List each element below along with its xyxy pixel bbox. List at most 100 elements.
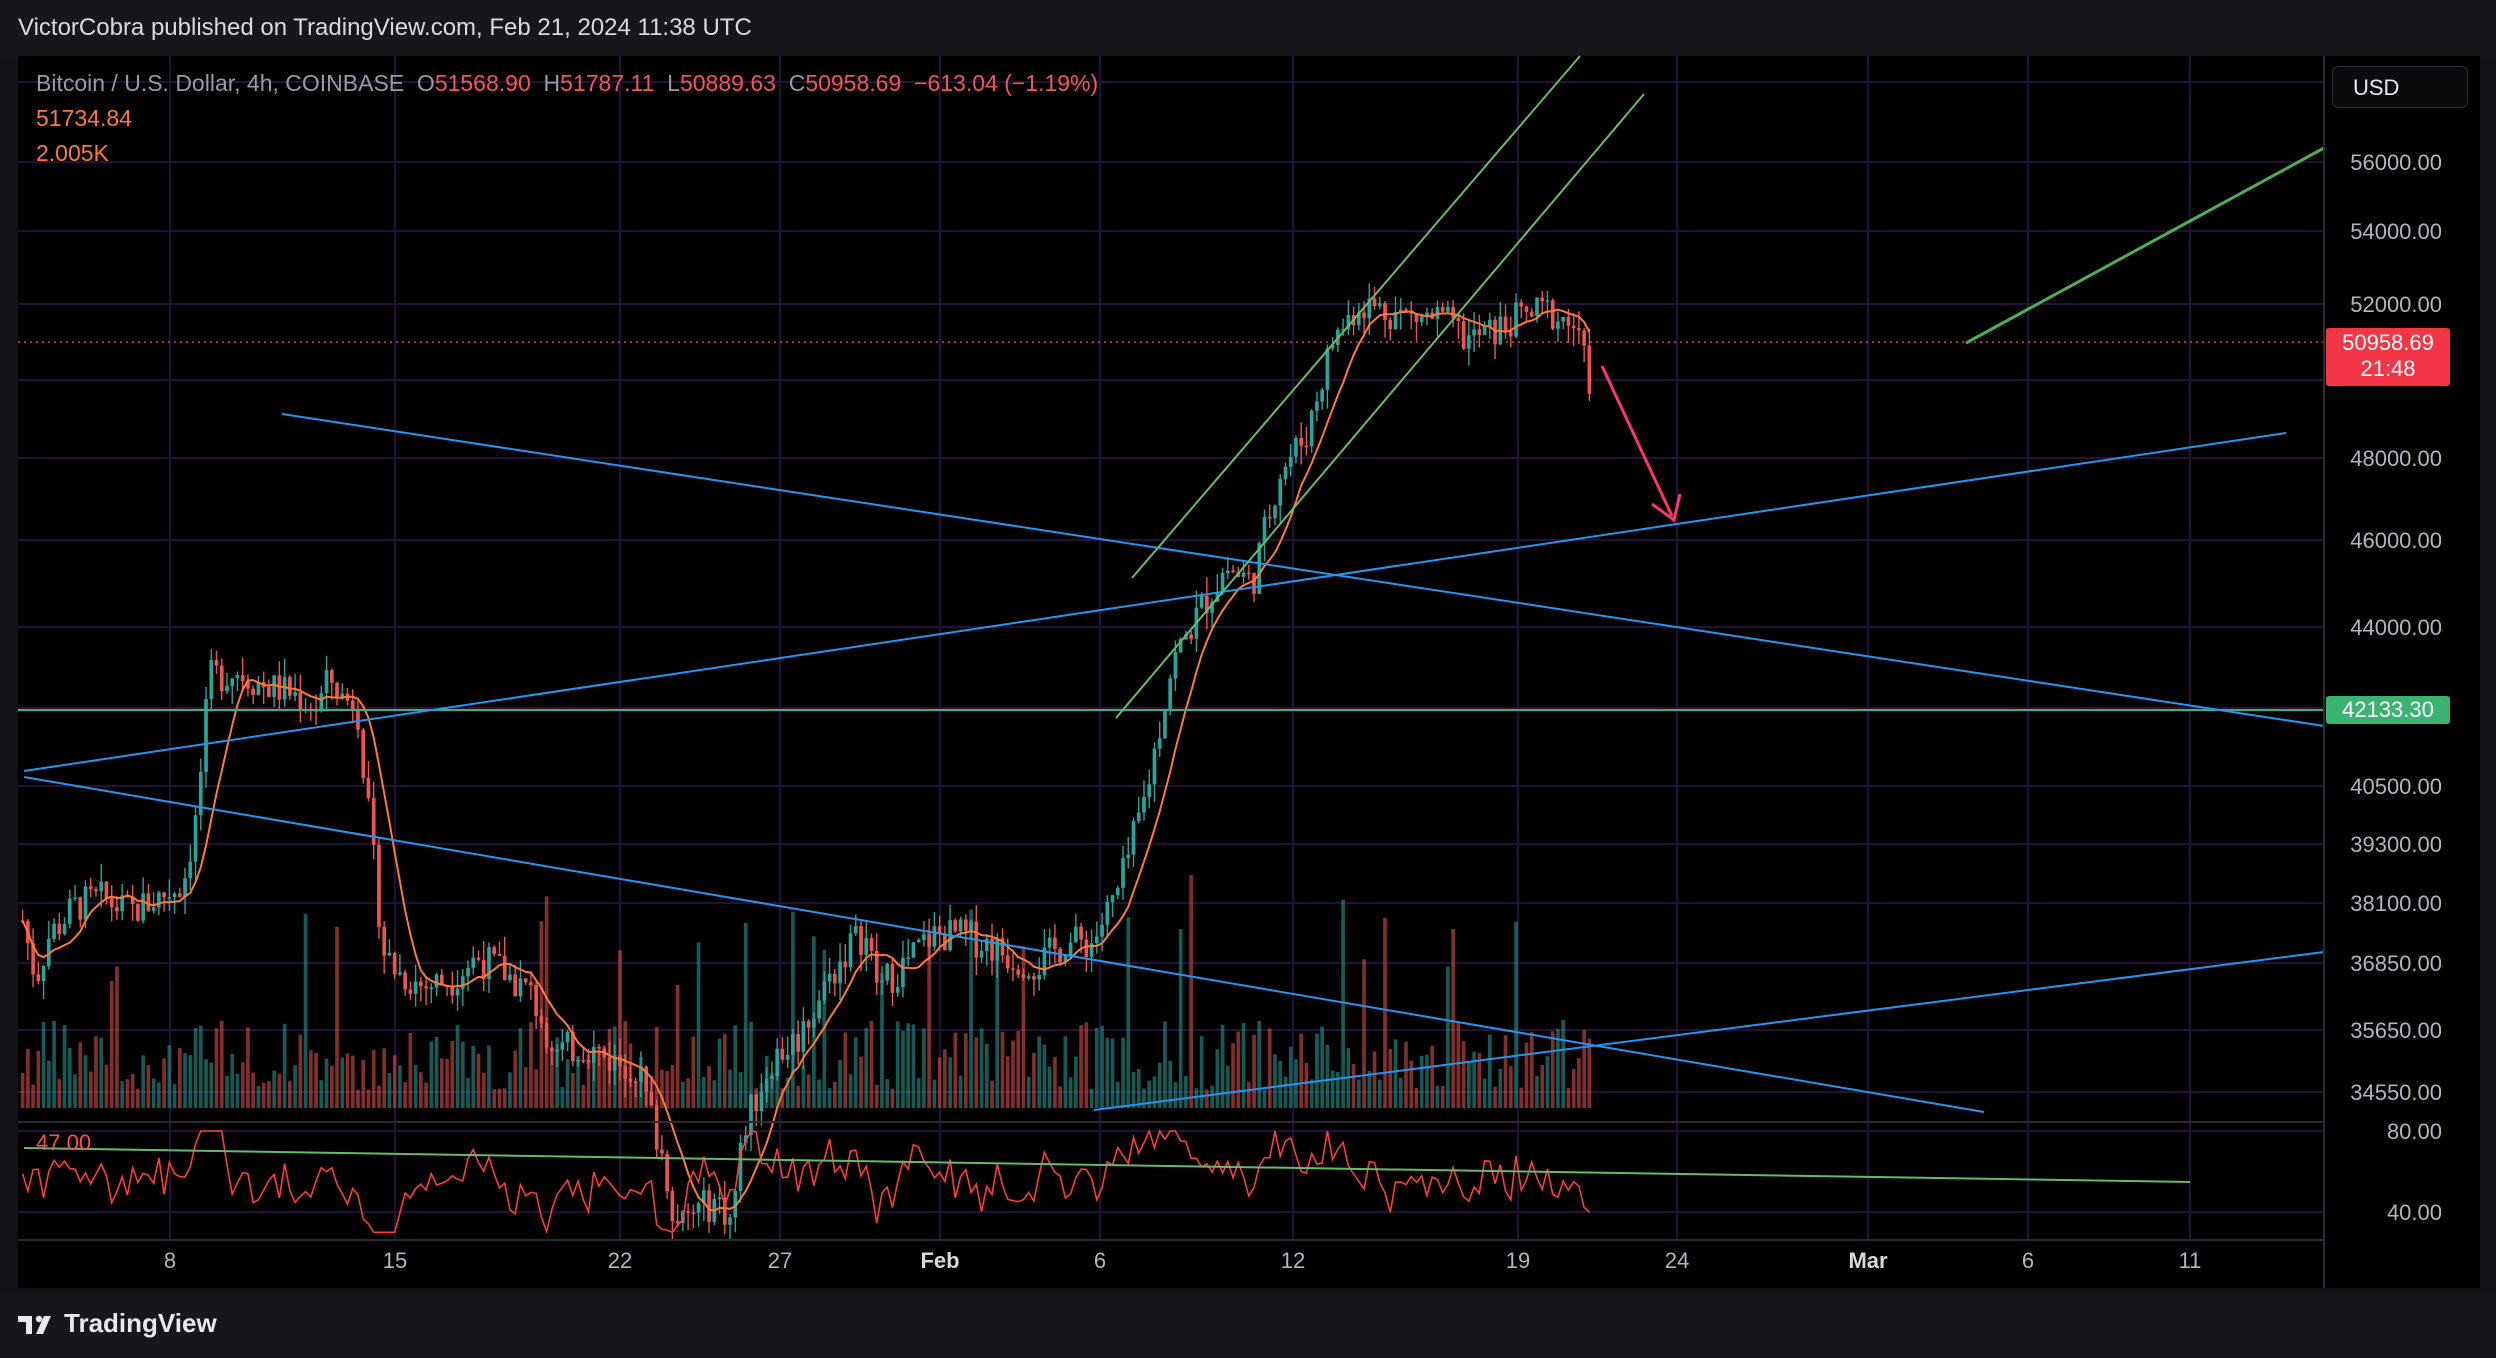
volume-bar <box>1362 959 1366 1108</box>
candle-body <box>366 777 371 799</box>
volume-bar <box>523 1067 528 1108</box>
volume-bar <box>1508 1065 1513 1108</box>
candle-body <box>350 700 355 711</box>
volume-bar <box>696 942 701 1108</box>
volume-bar <box>481 1072 486 1108</box>
candle-body <box>1199 595 1204 608</box>
volume-bar <box>230 1053 235 1108</box>
candle-body <box>267 686 271 697</box>
volume-bar <box>1094 1027 1099 1108</box>
time-axis-label: Feb <box>920 1248 959 1273</box>
candle-body <box>1503 316 1508 332</box>
projection-line <box>1965 146 2325 345</box>
candle-body <box>1508 331 1513 337</box>
candle-body <box>953 920 958 932</box>
volume-bar <box>1241 1022 1246 1108</box>
candle-body <box>460 976 465 989</box>
candle-body <box>429 987 434 989</box>
candle-body <box>450 986 455 996</box>
volume-bar <box>990 1080 994 1108</box>
candle-body <box>691 1212 696 1214</box>
volume-bar <box>308 1050 313 1108</box>
candle-body <box>565 1031 570 1043</box>
candle-body <box>219 665 224 692</box>
candle-body <box>1550 300 1555 329</box>
price-axis-label: 36850.00 <box>2350 951 2442 976</box>
candle-body <box>1493 319 1497 345</box>
volume-bar <box>984 1043 989 1108</box>
volume-bar <box>859 1056 863 1108</box>
candle-body <box>1315 401 1319 411</box>
currency-button[interactable]: USD <box>2332 66 2468 108</box>
tradingview-logo-icon <box>18 1315 51 1335</box>
candle-body <box>529 982 533 986</box>
volume-bar <box>251 1072 256 1108</box>
volume-bar <box>125 1079 130 1108</box>
volume-bar <box>785 1077 790 1108</box>
candle-body <box>1267 517 1272 519</box>
volume-bar <box>256 1085 261 1108</box>
last-price-tag: 50958.69 21:48 <box>2326 328 2450 386</box>
level-price-tag: 42133.30 <box>2326 696 2450 724</box>
candle-body <box>1566 317 1571 326</box>
candle-body <box>288 676 292 696</box>
volume-bar <box>319 1080 324 1108</box>
candle-body <box>146 893 151 911</box>
volume-bar <box>41 1022 46 1108</box>
candle-body <box>665 1153 669 1192</box>
candle-body <box>1278 479 1283 506</box>
candle-body <box>1168 678 1173 711</box>
candle-body <box>1121 858 1125 888</box>
tradingview-brand[interactable]: TradingView <box>18 1308 217 1339</box>
volume-bar <box>1336 1072 1340 1108</box>
candle-body <box>1346 315 1351 330</box>
volume-bar <box>1409 1060 1414 1108</box>
volume-bar <box>1115 1081 1120 1108</box>
candle-body <box>382 926 387 956</box>
candle-body <box>1451 307 1455 318</box>
volume-bar <box>1215 1049 1220 1108</box>
candle-body <box>633 1081 638 1084</box>
candle-body <box>1367 298 1372 319</box>
volume-bar <box>1419 1055 1424 1108</box>
volume-bar <box>157 1082 161 1108</box>
volume-bar <box>1257 1021 1262 1108</box>
volume-bar <box>1288 1046 1293 1108</box>
volume-bar <box>1524 1042 1529 1108</box>
volume-bar <box>602 1045 607 1108</box>
volume-bar <box>555 1037 559 1108</box>
candle-body <box>1383 303 1387 321</box>
candle-body <box>1084 939 1089 957</box>
volume-bar <box>1053 1056 1057 1108</box>
volume-bar <box>1163 1021 1167 1108</box>
volume-bar <box>88 1071 93 1108</box>
candle-body <box>738 1142 743 1191</box>
volume-bar <box>235 1073 240 1108</box>
volume-bar <box>219 1020 224 1108</box>
volume-bar <box>1577 1058 1581 1108</box>
volume-bar <box>57 1079 62 1108</box>
volume-bar <box>350 1055 355 1108</box>
volume-bar <box>691 1036 696 1108</box>
volume-bar <box>1304 1062 1309 1108</box>
candle-body <box>618 1055 622 1067</box>
symbol-name[interactable]: Bitcoin / U.S. Dollar, 4h, COINBASE <box>36 70 405 96</box>
candle-body <box>172 893 177 898</box>
time-axis-label: 19 <box>1506 1248 1530 1273</box>
volume-bar <box>1205 1089 1209 1108</box>
volume-bar <box>1173 1082 1178 1108</box>
candle-body <box>1011 968 1015 970</box>
change-value: −613.04 (−1.19%) <box>914 70 1099 96</box>
candle-body <box>1063 956 1068 963</box>
candle-body <box>911 942 916 958</box>
candle-body <box>392 952 397 975</box>
volume-bar <box>1493 1086 1497 1108</box>
candle-body <box>403 972 407 990</box>
volume-bar <box>392 1055 397 1108</box>
candle-body <box>1582 330 1586 346</box>
candle-body <box>361 729 366 778</box>
volume-bar <box>361 1059 366 1108</box>
candle-body <box>780 1048 785 1060</box>
candle-body <box>759 1091 764 1112</box>
